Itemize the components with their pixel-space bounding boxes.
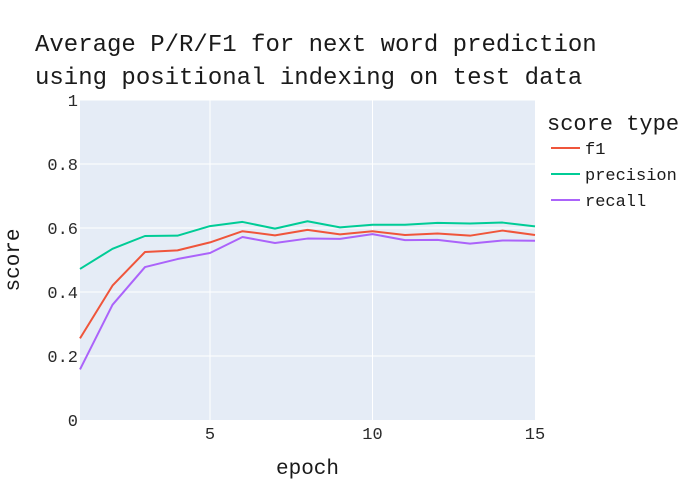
- gridlines: [80, 99, 535, 420]
- y-tick-label: 0.4: [47, 285, 78, 304]
- chart-title: Average P/R/F1 for next word prediction …: [35, 32, 597, 92]
- legend-item-precision: precision: [585, 167, 677, 186]
- y-tick-label: 0.8: [47, 157, 78, 176]
- x-tick-label: 15: [525, 426, 545, 445]
- x-axis-title: epoch: [276, 458, 339, 481]
- plot-area: [80, 100, 535, 420]
- y-tick-label: 1: [68, 93, 78, 112]
- x-tick-label: 10: [362, 426, 382, 445]
- y-tick-label: 0.6: [47, 221, 78, 240]
- chart-title-line-2: using positional indexing on test data: [35, 65, 582, 92]
- series-line-precision: [79, 220, 536, 270]
- y-tick-labels: 0 0.2 0.4 0.6 0.8 1: [47, 93, 78, 432]
- y-axis-title: score: [3, 228, 26, 291]
- legend-title: score type: [547, 112, 679, 137]
- legend-item-recall: recall: [585, 193, 646, 212]
- x-tick-label: 5: [205, 426, 215, 445]
- series-lines: [79, 220, 536, 370]
- legend: score type f1 precision recall: [547, 112, 679, 212]
- x-tick-labels: 5 10 15: [205, 426, 545, 445]
- series-line-recall: [79, 233, 536, 370]
- chart-title-line-1: Average P/R/F1 for next word prediction: [35, 32, 597, 59]
- y-tick-label: 0: [68, 413, 78, 432]
- series-line-f1: [79, 228, 536, 339]
- legend-item-f1: f1: [585, 141, 605, 160]
- y-tick-label: 0.2: [47, 349, 78, 368]
